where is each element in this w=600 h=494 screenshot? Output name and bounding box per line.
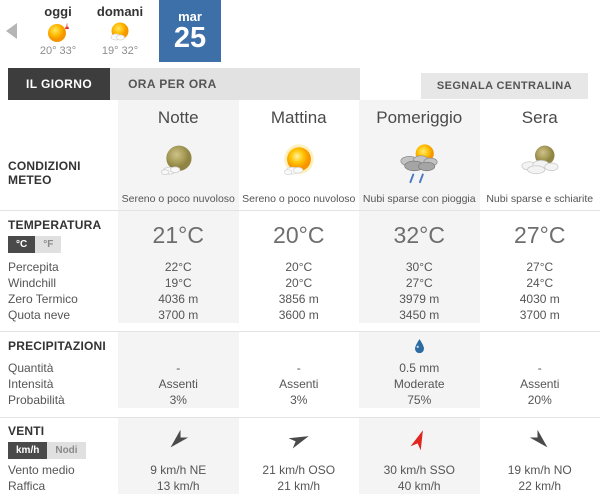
temperature-unit-toggle: °C °F: [8, 236, 61, 253]
tomorrow-label: domani: [97, 5, 143, 19]
table-row-probabilita: Probabilità 3% 3% 75% 20%: [0, 392, 600, 408]
condition-desc: Nubi sparse con pioggia: [363, 193, 476, 205]
knots-toggle[interactable]: Nodi: [47, 442, 85, 459]
kmh-toggle[interactable]: km/h: [8, 442, 47, 459]
col-header-pomeriggio: Pomeriggio: [359, 100, 480, 135]
tomorrow-minmax-temps: 19° 32°: [102, 45, 138, 57]
sun-alert-icon: [46, 19, 70, 45]
prev-day-arrow-icon[interactable]: [6, 23, 17, 39]
table-row-quota-neve: Quota neve 3700 m 3600 m 3450 m 3700 m: [0, 307, 600, 323]
condition-cell-pomeriggio: Nubi sparse con pioggia: [359, 135, 480, 210]
fahrenheit-toggle[interactable]: °F: [35, 236, 61, 253]
report-station-button[interactable]: SEGNALA CENTRALINA: [421, 73, 588, 99]
tab-il-giorno[interactable]: IL GIORNO: [8, 68, 110, 100]
main-temp-notte: 21°C: [118, 211, 239, 259]
conditions-row: CONDIZIONI METEO Sereno o poco nuvoloso: [0, 135, 600, 210]
precipitation-header-row: PRECIPITAZIONI: [0, 331, 600, 360]
table-row-intensita: Intensità Assenti Assenti Moderate Assen…: [0, 376, 600, 392]
condition-cell-notte: Sereno o poco nuvoloso: [118, 135, 239, 210]
day-selector-today[interactable]: oggi 20° 33°: [27, 5, 89, 57]
wind-arrow-ne-icon: [118, 418, 239, 462]
wind-arrow-no-icon: [480, 418, 600, 462]
day-navigation: oggi 20° 33° domani: [0, 0, 600, 62]
today-minmax-temps: 20° 33°: [40, 45, 76, 57]
condition-desc: Nubi sparse e schiarite: [486, 193, 593, 205]
table-row-raffica: Raffica 13 km/h 21 km/h 40 km/h 22 km/h: [0, 478, 600, 494]
col-header-notte: Notte: [118, 100, 239, 135]
day-selector-tomorrow[interactable]: domani 19° 32°: [89, 5, 151, 57]
table-row-percepita: Percepita 22°C 20°C 30°C 27°C: [0, 259, 600, 275]
view-tabbar: IL GIORNO ORA PER ORA SEGNALA CENTRALINA: [0, 68, 600, 100]
precipitation-section-label: PRECIPITAZIONI: [8, 339, 106, 353]
wind-arrow-oso-icon: [239, 418, 360, 462]
moon-clouds-icon: [515, 143, 565, 190]
temperature-section-label: TEMPERATURA: [8, 218, 101, 232]
selected-day-number: 25: [174, 24, 206, 53]
header-spacer: [0, 100, 118, 135]
sun-cloud-icon: [108, 19, 132, 45]
conditions-section-label: CONDIZIONI METEO: [8, 159, 118, 187]
moon-small-cloud-icon: [155, 143, 201, 190]
wind-section-label: VENTI: [8, 424, 44, 438]
column-header-row: Notte Mattina Pomeriggio Sera: [0, 100, 600, 135]
tab-ora-per-ora[interactable]: ORA PER ORA: [110, 68, 235, 100]
temperature-main-row: TEMPERATURA °C °F 21°C 20°C 32°C 27°C: [0, 210, 600, 259]
precipitation-detail-rows: Quantità - - 0.5 mm - Intensità Assenti …: [0, 360, 600, 417]
table-row-vento-medio: Vento medio 9 km/h NE 21 km/h OSO 30 km/…: [0, 462, 600, 478]
sun-small-cloud-icon: [276, 143, 322, 190]
condition-cell-sera: Nubi sparse e schiarite: [480, 135, 600, 210]
tabs-strip: IL GIORNO ORA PER ORA: [8, 68, 360, 100]
col-header-sera: Sera: [480, 100, 600, 135]
rain-drop-icon: [359, 332, 480, 360]
temperature-detail-rows: Percepita 22°C 20°C 30°C 27°C Windchill …: [0, 259, 600, 331]
wind-header-row: VENTI km/h Nodi: [0, 417, 600, 462]
forecast-table: Notte Mattina Pomeriggio Sera CONDIZIONI…: [0, 100, 600, 494]
wind-unit-toggle: km/h Nodi: [8, 442, 86, 459]
selected-date-box[interactable]: mar 25: [159, 0, 221, 62]
celsius-toggle[interactable]: °C: [8, 236, 35, 253]
condition-desc: Sereno o poco nuvoloso: [242, 193, 355, 205]
condition-desc: Sereno o poco nuvoloso: [122, 193, 235, 205]
wind-arrow-sso-alert-icon: [359, 418, 480, 462]
table-row-windchill: Windchill 19°C 20°C 27°C 24°C: [0, 275, 600, 291]
today-label: oggi: [44, 5, 71, 19]
wind-detail-rows: Vento medio 9 km/h NE 21 km/h OSO 30 km/…: [0, 462, 600, 494]
weather-forecast-page: oggi 20° 33° domani: [0, 0, 600, 478]
table-row-quantita: Quantità - - 0.5 mm -: [0, 360, 600, 376]
col-header-mattina: Mattina: [239, 100, 360, 135]
condition-cell-mattina: Sereno o poco nuvoloso: [239, 135, 360, 210]
main-temp-sera: 27°C: [480, 211, 600, 259]
table-row-zero-termico: Zero Termico 4036 m 3856 m 3979 m 4030 m: [0, 291, 600, 307]
main-temp-pomeriggio: 32°C: [359, 211, 480, 259]
main-temp-mattina: 20°C: [239, 211, 360, 259]
sun-rain-clouds-icon: [394, 143, 444, 190]
